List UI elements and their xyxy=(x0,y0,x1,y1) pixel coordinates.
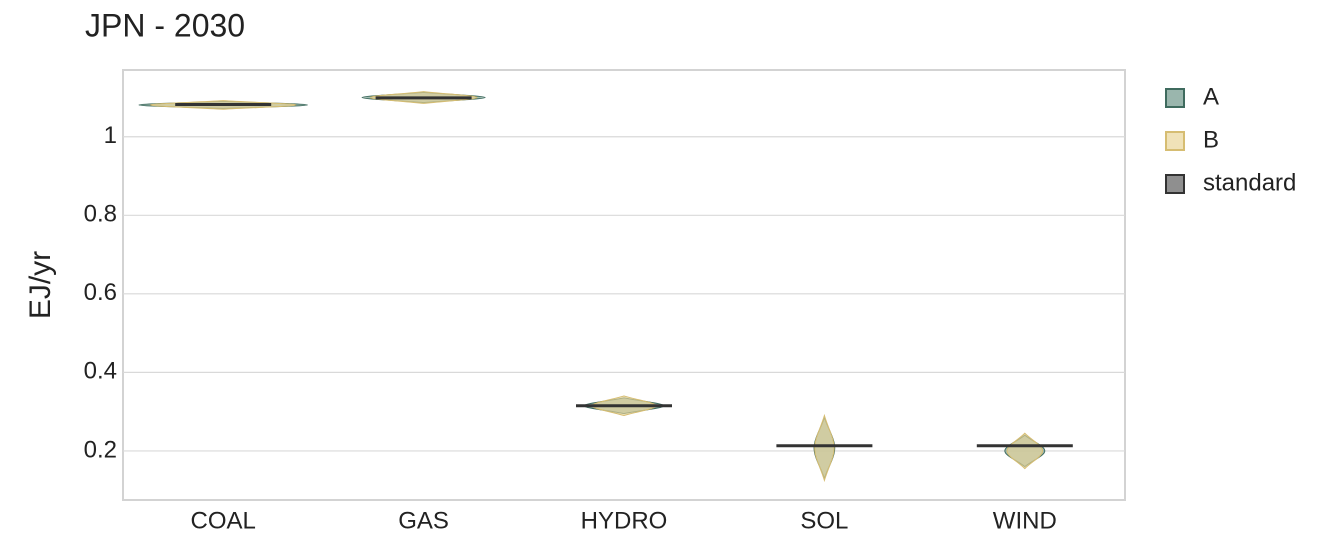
y-tick-label: 0.2 xyxy=(84,436,117,463)
legend-swatch xyxy=(1165,88,1185,108)
violin xyxy=(1006,432,1044,470)
legend-swatch xyxy=(1165,174,1185,194)
plot-border xyxy=(122,69,1126,501)
legend-label: B xyxy=(1203,126,1219,153)
x-tick-label: SOL xyxy=(800,507,848,534)
x-tick-label: COAL xyxy=(191,507,256,534)
violin xyxy=(814,413,835,483)
legend-label: A xyxy=(1203,83,1219,110)
y-tick-label: 0.8 xyxy=(84,201,117,228)
y-tick-label: 0.4 xyxy=(84,358,117,385)
x-tick-label: GAS xyxy=(398,507,449,534)
y-tick-label: 0.6 xyxy=(84,279,117,306)
legend-swatch xyxy=(1165,131,1185,151)
legend-label: standard xyxy=(1203,169,1296,196)
chart-title: JPN - 2030 xyxy=(85,7,245,43)
y-axis-label: EJ/yr xyxy=(24,251,57,319)
y-tick-label: 1 xyxy=(104,122,117,149)
x-tick-label: WIND xyxy=(993,507,1057,534)
x-tick-label: HYDRO xyxy=(581,507,668,534)
